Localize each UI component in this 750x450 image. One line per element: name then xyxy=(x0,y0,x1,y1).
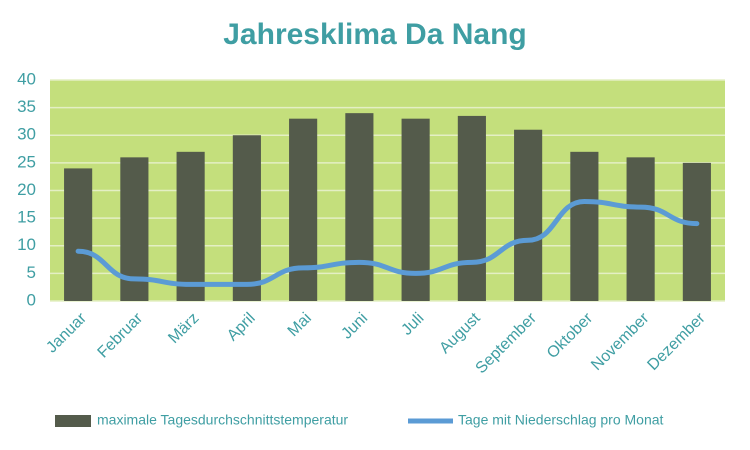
bar xyxy=(626,157,655,301)
y-tick-label: 0 xyxy=(27,290,36,309)
legend-label: Tage mit Niederschlag pro Monat xyxy=(458,412,664,428)
y-tick-label: 20 xyxy=(17,180,36,199)
x-tick-label: Januar xyxy=(43,309,90,356)
x-tick-label: Dezember xyxy=(644,309,709,374)
y-tick-label: 5 xyxy=(27,263,36,282)
x-tick-label: März xyxy=(165,310,202,347)
legend-label: maximale Tagesdurchschnittstemperatur xyxy=(97,412,348,428)
line xyxy=(75,199,700,287)
bar xyxy=(289,118,318,301)
x-tick-label: Juli xyxy=(398,310,427,339)
x-tick-label: September xyxy=(473,309,541,377)
y-tick-label: 40 xyxy=(17,69,36,88)
y-tick-label: 30 xyxy=(17,125,36,144)
x-tick-label: April xyxy=(224,310,259,345)
bar xyxy=(345,113,374,302)
chart-title: Jahresklima Da Nang xyxy=(223,18,526,51)
bar xyxy=(682,162,711,301)
x-tick-label: Februar xyxy=(95,309,147,361)
x-tick-label: August xyxy=(436,309,484,357)
x-tick-label: Mai xyxy=(285,310,315,340)
bar xyxy=(514,129,543,301)
bar xyxy=(457,115,486,301)
y-tick-label: 25 xyxy=(17,152,36,171)
bar xyxy=(232,135,261,301)
x-tick-label: Juni xyxy=(338,310,371,343)
x-tick-label: Oktober xyxy=(544,309,597,362)
x-tick-label: November xyxy=(588,309,653,374)
y-tick-label: 15 xyxy=(17,208,36,227)
bar xyxy=(176,151,205,301)
y-tick-label: 35 xyxy=(17,97,36,116)
bar xyxy=(64,168,93,301)
y-tick-label: 10 xyxy=(17,235,36,254)
bar xyxy=(570,151,599,301)
legend-swatch xyxy=(55,415,91,427)
